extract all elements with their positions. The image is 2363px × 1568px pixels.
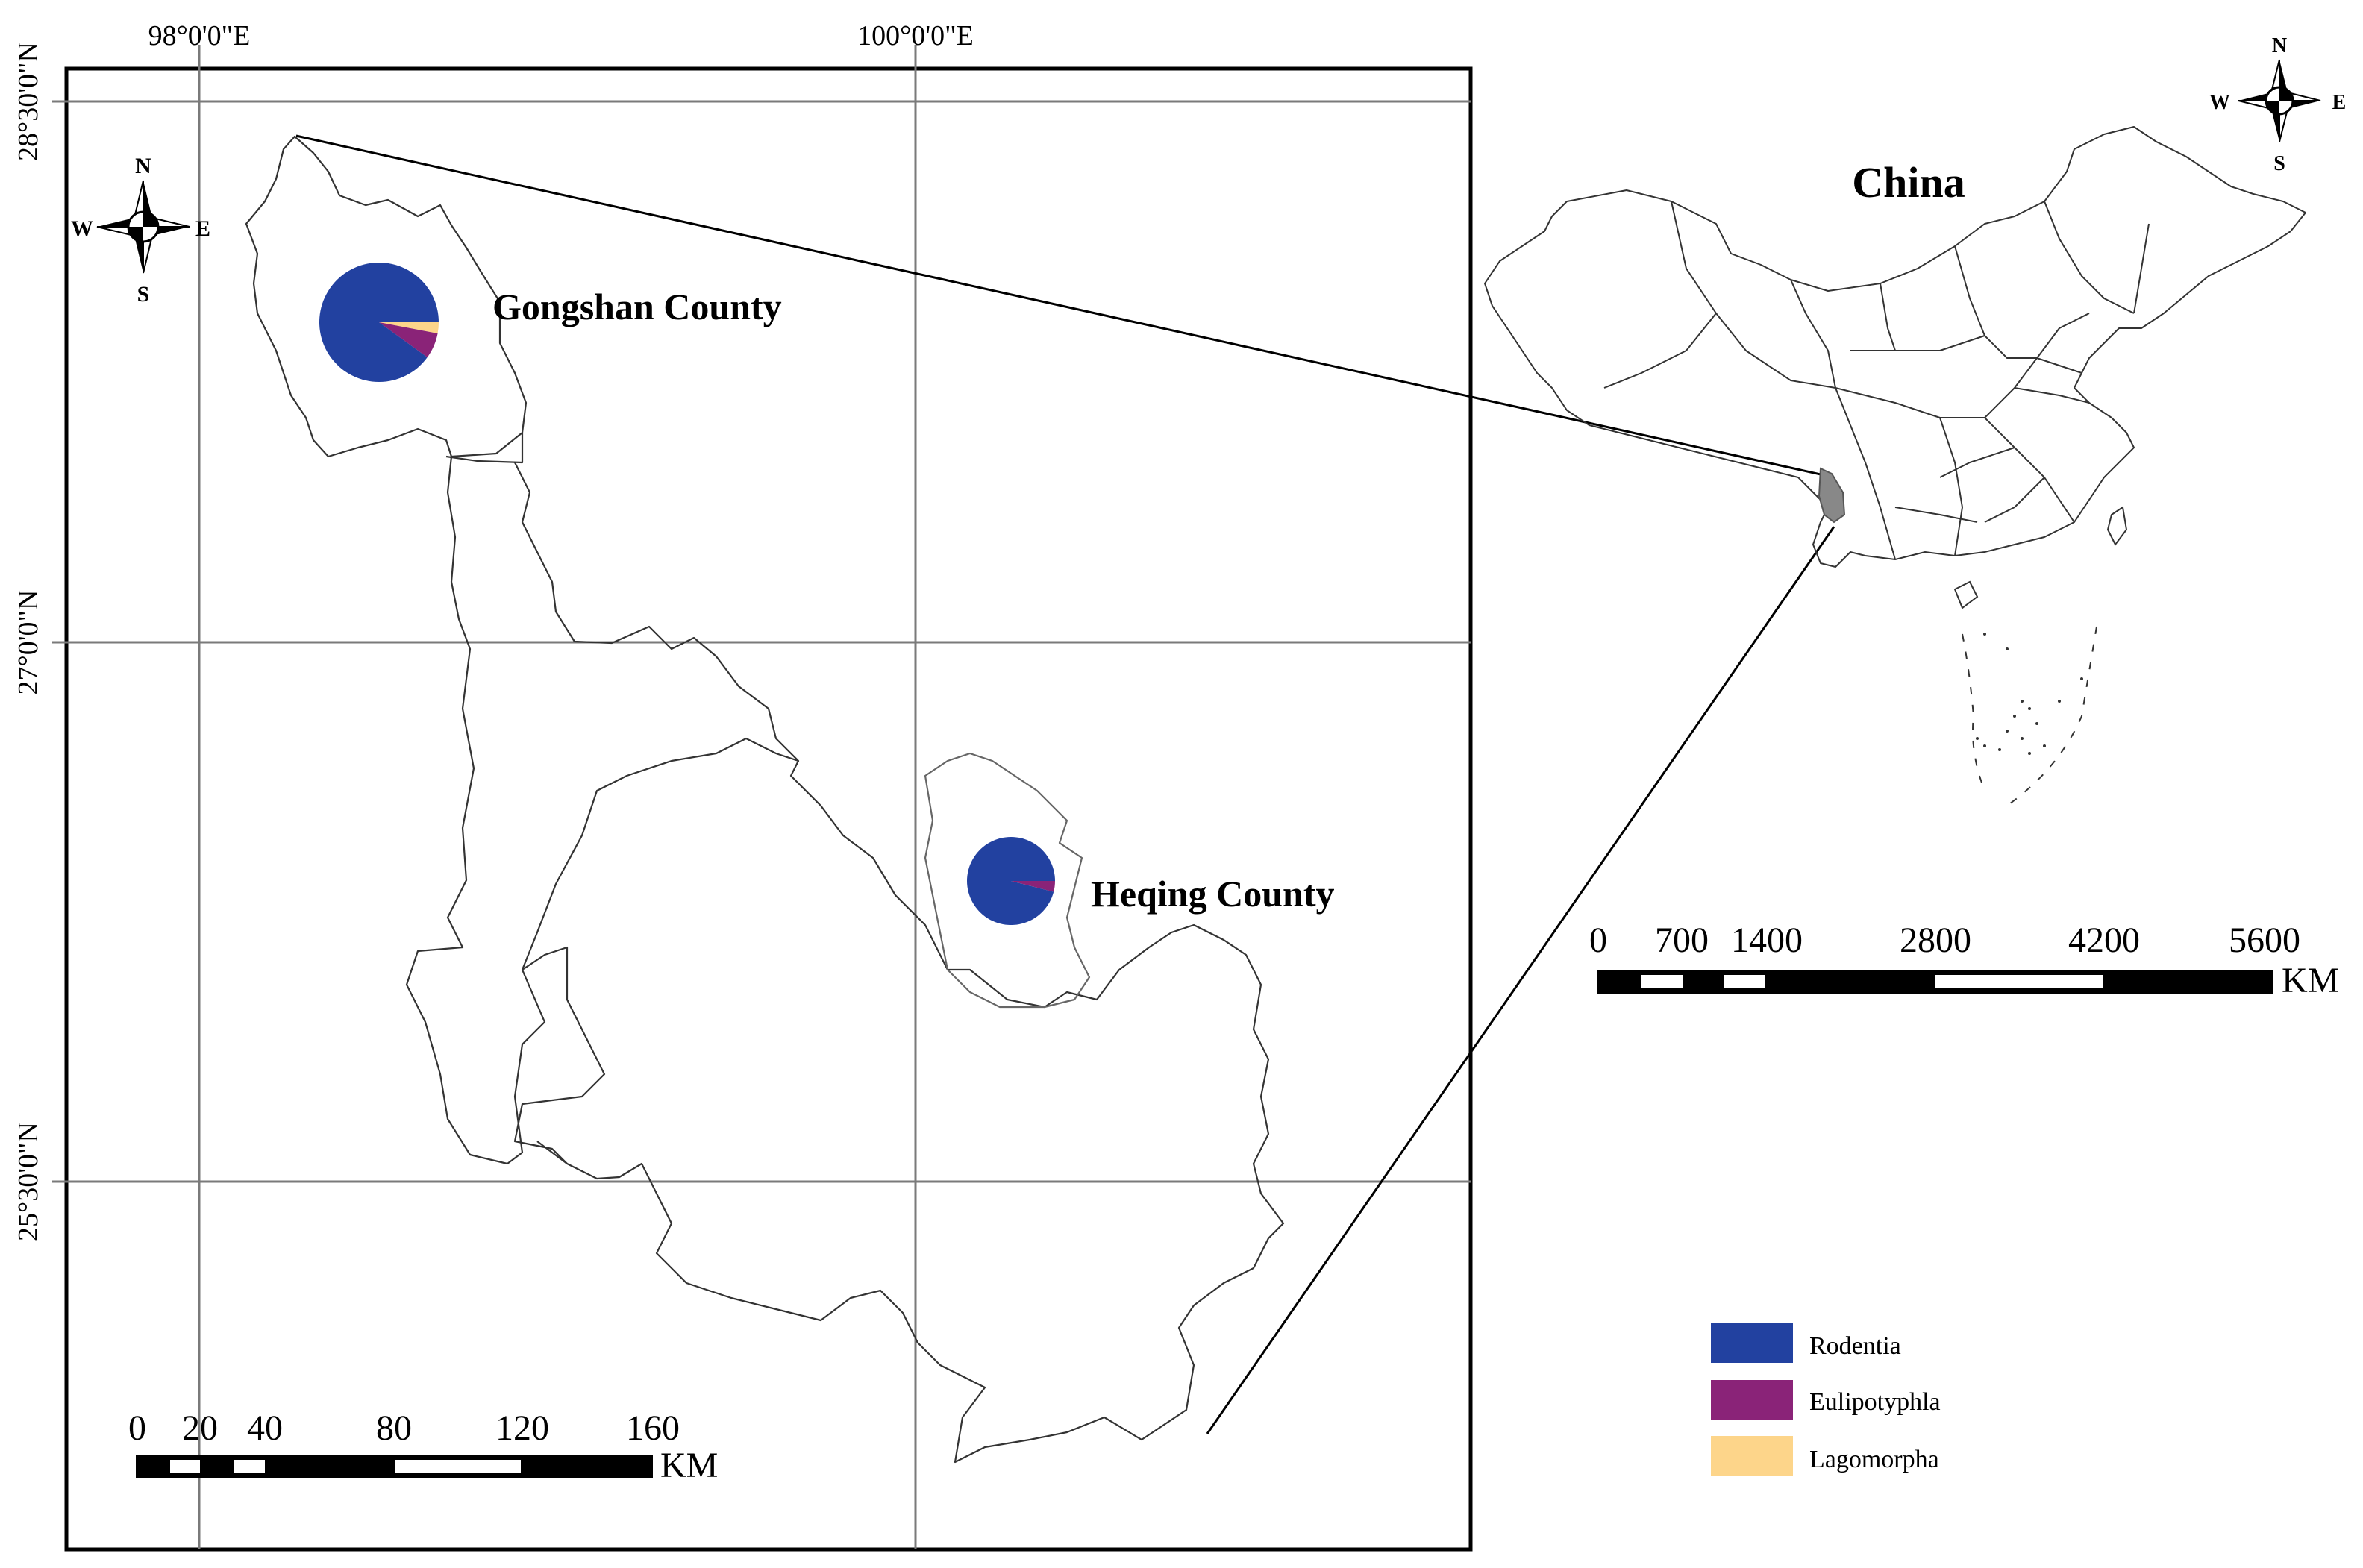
china-outline — [1484, 126, 2306, 568]
legend-label-lagomorpha: Lagomorpha — [1809, 1446, 1939, 1473]
lat-label-25-30: 25°30'0"N — [13, 1122, 44, 1241]
lat-label-27: 27°0'0"N — [13, 590, 44, 695]
inset-title: China — [1852, 158, 1965, 207]
scale-tick-main-5: 160 — [626, 1408, 680, 1448]
lat-label-28-30: 28°30'0"N — [13, 42, 44, 161]
south-china-sea-dots — [1976, 633, 2083, 755]
scale-tick-inset-1: 700 — [1655, 921, 1709, 960]
pie-slice-rodentia — [319, 263, 439, 382]
heqing-boundary — [924, 752, 1091, 1009]
main-map-frame — [64, 66, 1473, 1552]
legend-label-eulipotyphla: Eulipotyphla — [1809, 1388, 1941, 1416]
legend-label-rodentia: Rodentia — [1809, 1332, 1901, 1360]
pie-heqing — [967, 836, 1055, 925]
study-area-highlight — [1818, 467, 1846, 524]
pie-slice-eulipotyphla — [379, 322, 438, 358]
inset-north-arrow-e: E — [2332, 91, 2347, 114]
place-label-heqing: Heqing County — [1091, 873, 1334, 915]
north-arrow-s: S — [137, 282, 150, 307]
place-label-gongshan: Gongshan County — [492, 286, 782, 327]
scale-tick-inset-5: 5600 — [2229, 921, 2300, 960]
china-islands — [1953, 506, 2128, 806]
legend-swatch-lagomorpha — [1711, 1436, 1793, 1476]
pie-gongshan — [319, 263, 439, 382]
scale-tick-main-4: 120 — [495, 1408, 549, 1448]
scale-tick-inset-4: 4200 — [2068, 921, 2140, 960]
north-arrow-icon — [96, 180, 190, 274]
inset-north-arrow-icon — [2238, 59, 2321, 142]
graticule — [52, 45, 1471, 1549]
north-arrow-w: W — [71, 216, 93, 241]
legend: Rodentia Eulipotyphla Lagomorpha — [1711, 1323, 1941, 1476]
inset-north-arrow-s: S — [2273, 152, 2285, 175]
scale-unit-main: KM — [660, 1446, 718, 1485]
scale-tick-inset-2: 1400 — [1731, 921, 1803, 960]
scale-tick-main-2: 40 — [247, 1408, 283, 1448]
scale-tick-main-1: 20 — [182, 1408, 218, 1448]
scale-bar-inset — [1597, 970, 2273, 994]
scale-bar-main — [136, 1455, 653, 1478]
scale-unit-inset: KM — [2282, 961, 2339, 1000]
region-outlines — [245, 135, 1285, 1464]
inset-north-arrow-n: N — [2272, 34, 2287, 57]
lon-label-100: 100°0'0"E — [857, 20, 974, 51]
connector-line-bottom — [1206, 526, 1835, 1434]
nujiang-boundary — [405, 456, 800, 1165]
lon-label-98: 98°0'0"E — [148, 20, 251, 51]
connector-line-top — [295, 134, 1835, 479]
pie-slice-rodentia — [967, 836, 1055, 925]
scale-tick-inset-3: 2800 — [1900, 921, 1971, 960]
inset-north-arrow-w: W — [2209, 91, 2230, 114]
south-boundary — [513, 760, 1285, 1464]
pie-slice-eulipotyphla — [1011, 881, 1055, 892]
north-arrow-e: E — [195, 216, 210, 241]
pie-slice-lagomorpha — [379, 322, 439, 333]
scale-tick-main-3: 80 — [376, 1408, 412, 1448]
scale-tick-inset-0: 0 — [1589, 921, 1607, 960]
north-arrow-n: N — [135, 154, 151, 178]
legend-swatch-eulipotyphla — [1711, 1380, 1793, 1420]
legend-swatch-rodentia — [1711, 1323, 1793, 1363]
scale-tick-main-0: 0 — [128, 1408, 146, 1448]
